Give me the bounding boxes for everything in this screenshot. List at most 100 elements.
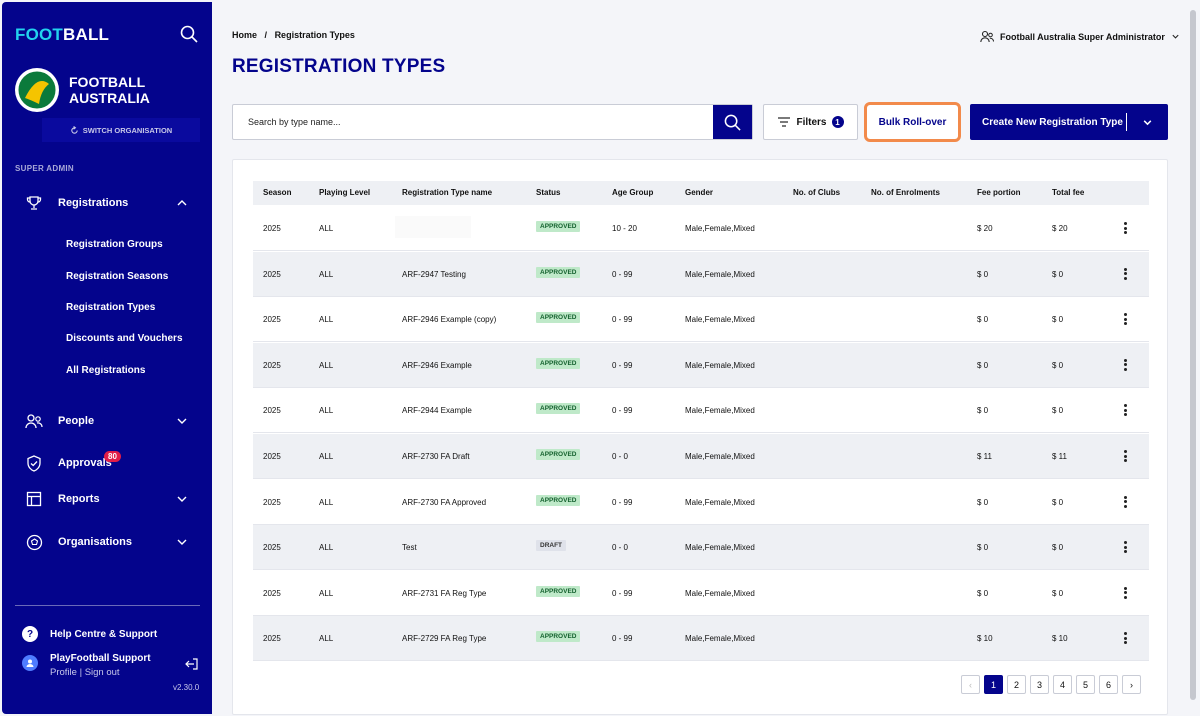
table-row[interactable]: 2025 ALL ARF-2946 Example (copy) APPROVED 0 … bbox=[253, 297, 1149, 343]
sub-item-all-registrations[interactable]: All Registrations bbox=[66, 365, 146, 376]
search-button[interactable] bbox=[713, 105, 752, 139]
cell-fee: $ 0 bbox=[977, 269, 989, 279]
column-header-no-of-clubs[interactable]: No. of Clubs bbox=[793, 188, 841, 197]
row-actions-kebab-icon[interactable] bbox=[1121, 220, 1129, 236]
cell-total: $ 0 bbox=[1052, 360, 1064, 370]
cell-fee: $ 0 bbox=[977, 360, 989, 370]
cell-fee: $ 0 bbox=[977, 588, 989, 598]
row-actions-kebab-icon[interactable] bbox=[1121, 585, 1129, 601]
chevron-down-icon[interactable] bbox=[176, 493, 188, 505]
pagination-next-button[interactable]: › bbox=[1122, 675, 1141, 694]
row-actions-kebab-icon[interactable] bbox=[1121, 311, 1129, 327]
chevron-down-icon[interactable] bbox=[176, 415, 188, 427]
column-header-gender[interactable]: Gender bbox=[685, 188, 714, 197]
column-header-total-fee[interactable]: Total fee bbox=[1052, 188, 1085, 197]
filters-button[interactable]: Filters 1 bbox=[763, 104, 858, 140]
cell-age: 0 - 99 bbox=[612, 406, 633, 416]
cell-level: ALL bbox=[319, 224, 334, 233]
cell-age: 0 - 0 bbox=[612, 543, 629, 553]
cell-name: ARF-2946 Example bbox=[402, 360, 472, 370]
table-row[interactable]: 2025 ALL APPROVED 10 - 20 Male,Female,Mixed $… bbox=[253, 206, 1149, 251]
table-row[interactable]: 2025 ALL ARF-2731 FA Reg Type APPROVED 0 - 9… bbox=[253, 571, 1149, 616]
help-centre-link[interactable]: ? Help Centre & Support bbox=[22, 626, 157, 642]
column-header-season[interactable]: Season bbox=[263, 188, 292, 197]
search-input[interactable] bbox=[233, 105, 703, 139]
user-name: PlayFootball Support bbox=[50, 653, 151, 664]
column-header-no-of-enrolments[interactable]: No. of Enrolments bbox=[871, 188, 940, 197]
profile-link[interactable]: Profile bbox=[50, 667, 77, 678]
cell-season: 2025 bbox=[263, 406, 281, 416]
cell-age: 0 - 99 bbox=[612, 634, 633, 644]
row-actions-kebab-icon[interactable] bbox=[1121, 448, 1129, 464]
table-row[interactable]: 2025 ALL ARF-2946 Example APPROVED 0 - 99 Mal… bbox=[253, 342, 1149, 388]
row-actions-kebab-icon[interactable] bbox=[1121, 630, 1129, 646]
column-header-fee-portion[interactable]: Fee portion bbox=[977, 188, 1021, 197]
help-icon: ? bbox=[22, 626, 38, 642]
people-icon bbox=[25, 414, 43, 429]
pagination: ‹ 1 2 3 4 5 6 › bbox=[961, 675, 1141, 694]
breadcrumb-separator: / bbox=[264, 30, 268, 40]
column-header-playing-level[interactable]: Playing Level bbox=[319, 188, 371, 197]
sub-item-discounts-vouchers[interactable]: Discounts and Vouchers bbox=[66, 333, 183, 344]
switch-organisation-button[interactable]: SWITCH ORGANISATION bbox=[42, 118, 200, 142]
row-actions-kebab-icon[interactable] bbox=[1121, 266, 1129, 282]
table-row[interactable]: 2025 ALL ARF-2730 FA Draft APPROVED 0 - 0 Mal… bbox=[253, 434, 1149, 479]
user-role-menu[interactable]: Football Australia Super Administrator bbox=[980, 30, 1180, 43]
sub-item-registration-groups[interactable]: Registration Groups bbox=[66, 239, 163, 250]
bulk-rollover-button[interactable]: Bulk Roll-over bbox=[864, 102, 961, 142]
pagination-page-5[interactable]: 5 bbox=[1076, 675, 1095, 694]
table-row[interactable]: 2025 ALL ARF-2944 Example APPROVED 0 - 99 Mal… bbox=[253, 388, 1149, 434]
row-actions-kebab-icon[interactable] bbox=[1121, 402, 1129, 418]
breadcrumb-home[interactable]: Home bbox=[232, 30, 258, 40]
sub-item-registration-types[interactable]: Registration Types bbox=[66, 302, 156, 313]
cell-gender: Male,Female,Mixed bbox=[685, 406, 755, 416]
brand-logo[interactable]: FOOTBALL bbox=[15, 25, 109, 45]
search-icon[interactable] bbox=[180, 25, 198, 43]
cell-total: $ 0 bbox=[1052, 269, 1064, 279]
cell-season: 2025 bbox=[263, 360, 281, 370]
pagination-prev-button[interactable]: ‹ bbox=[961, 675, 980, 694]
row-actions-kebab-icon[interactable] bbox=[1121, 357, 1129, 373]
pagination-page-3[interactable]: 3 bbox=[1030, 675, 1049, 694]
table-row[interactable]: 2025 ALL Test DRAFT 0 - 0 Male,Female,Mixed $ … bbox=[253, 525, 1149, 571]
cell-season: 2025 bbox=[263, 315, 281, 325]
search-box bbox=[232, 104, 753, 140]
pagination-page-6[interactable]: 6 bbox=[1099, 675, 1118, 694]
pagination-page-1[interactable]: 1 bbox=[984, 675, 1003, 694]
football-icon bbox=[26, 534, 42, 550]
chevron-down-icon[interactable] bbox=[176, 536, 188, 548]
sign-out-link[interactable]: Sign out bbox=[84, 667, 120, 678]
logout-icon[interactable] bbox=[185, 657, 199, 671]
column-header-status[interactable]: Status bbox=[536, 188, 561, 197]
nav-item-organisations[interactable]: Organisations bbox=[24, 531, 192, 553]
status-badge: DRAFT bbox=[536, 540, 567, 552]
nav-item-approvals[interactable]: Approvals bbox=[24, 452, 192, 474]
filter-icon bbox=[778, 117, 791, 127]
cell-name: ARF-2731 FA Reg Type bbox=[402, 588, 487, 598]
nav-item-reports[interactable]: Reports bbox=[24, 488, 192, 510]
football-australia-logo-icon bbox=[15, 68, 59, 112]
table-row[interactable]: 2025 ALL ARF-2730 FA Approved APPROVED 0 - 9… bbox=[253, 480, 1149, 525]
nav-item-registrations[interactable]: Registrations bbox=[24, 192, 192, 214]
table-row[interactable]: 2025 ALL ARF-2947 Testing APPROVED 0 - 99 Mal… bbox=[253, 251, 1149, 297]
filters-count-badge: 1 bbox=[831, 116, 844, 128]
row-actions-kebab-icon[interactable] bbox=[1121, 539, 1129, 555]
create-dropdown-toggle[interactable] bbox=[1127, 117, 1167, 128]
cell-age: 10 - 20 bbox=[612, 224, 637, 233]
org-name-line2: AUSTRALIA bbox=[69, 90, 150, 106]
pagination-page-4[interactable]: 4 bbox=[1053, 675, 1072, 694]
chevron-up-icon[interactable] bbox=[176, 197, 188, 209]
sub-item-registration-seasons[interactable]: Registration Seasons bbox=[66, 271, 169, 282]
nav-item-people[interactable]: People bbox=[24, 410, 192, 432]
search-icon bbox=[724, 114, 741, 131]
organisation-name: FOOTBALL AUSTRALIA bbox=[69, 74, 150, 106]
page-scrollbar[interactable] bbox=[1190, 10, 1196, 700]
cell-total: $ 11 bbox=[1052, 452, 1067, 461]
create-registration-type-button[interactable]: Create New Registration Type bbox=[970, 104, 1168, 140]
table-row[interactable]: 2025 ALL ARF-2729 FA Reg Type APPROVED 0 - 9… bbox=[253, 616, 1149, 662]
pagination-page-2[interactable]: 2 bbox=[1007, 675, 1026, 694]
column-header-age-group[interactable]: Age Group bbox=[612, 188, 654, 197]
column-header-type-name[interactable]: Registration Type name bbox=[402, 188, 493, 197]
brand-text-part1: FOOT bbox=[15, 25, 64, 44]
row-actions-kebab-icon[interactable] bbox=[1121, 494, 1129, 510]
